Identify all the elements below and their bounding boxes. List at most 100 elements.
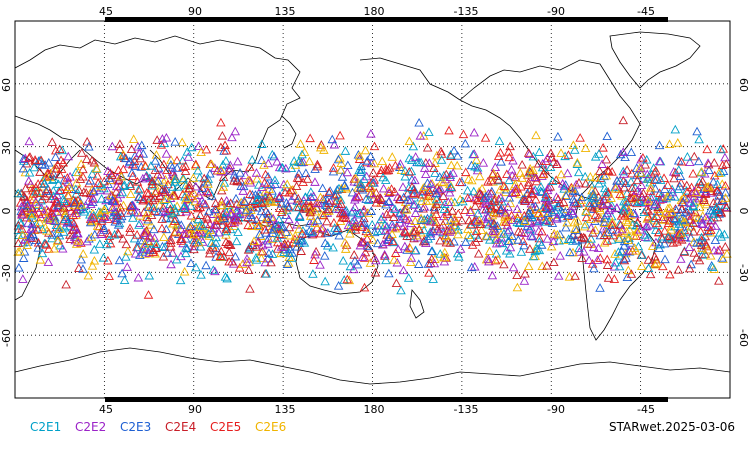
observation-triangle — [603, 189, 614, 198]
observation-triangle — [207, 227, 218, 237]
observation-triangle — [343, 220, 354, 230]
observation-triangle — [479, 214, 490, 223]
observation-triangle — [697, 250, 708, 259]
observation-triangle — [401, 205, 412, 214]
observation-triangle — [566, 206, 577, 216]
observation-triangle — [696, 167, 707, 176]
observation-triangle — [55, 224, 65, 233]
observation-triangle — [599, 237, 610, 247]
observation-triangle — [431, 199, 442, 209]
observation-triangle — [157, 134, 168, 143]
observation-triangle — [709, 157, 720, 167]
observation-triangle — [607, 225, 618, 234]
observation-triangle — [221, 207, 232, 217]
observation-triangle — [604, 166, 614, 175]
observation-triangle — [123, 246, 133, 256]
observation-triangle — [487, 210, 498, 220]
observation-triangle — [96, 229, 107, 238]
observation-triangle — [295, 235, 306, 245]
observation-triangle — [257, 182, 267, 191]
observation-triangle — [496, 202, 507, 211]
observation-triangle — [13, 220, 24, 230]
top-lon-label: 90 — [188, 5, 202, 18]
observation-triangle — [172, 182, 183, 191]
observation-triangle — [471, 217, 481, 227]
observation-triangle — [371, 255, 381, 265]
observation-triangle — [377, 156, 387, 166]
observation-triangle — [89, 210, 99, 220]
observation-triangle — [510, 179, 521, 189]
observation-triangle — [41, 172, 52, 181]
observation-triangle — [390, 248, 401, 257]
observation-triangle — [58, 181, 68, 191]
observation-triangle — [237, 259, 248, 268]
observation-triangle — [128, 134, 139, 143]
observation-triangle — [526, 222, 536, 232]
observation-triangle — [340, 244, 351, 253]
observation-triangle — [138, 195, 148, 205]
observation-triangle — [720, 187, 731, 197]
observation-triangle — [594, 166, 605, 175]
observation-triangle — [284, 214, 294, 224]
observation-triangle — [636, 168, 647, 178]
observation-triangle — [284, 187, 294, 197]
observation-triangle — [33, 237, 44, 247]
observation-triangle — [446, 215, 456, 224]
observation-triangle — [597, 159, 607, 168]
observation-triangle — [193, 165, 203, 175]
observation-triangle — [130, 161, 140, 170]
observation-triangle — [224, 239, 234, 249]
observation-triangle — [551, 192, 562, 201]
observation-triangle — [142, 208, 153, 217]
observation-triangle — [641, 198, 651, 207]
observation-triangle — [216, 196, 227, 206]
observation-triangle — [312, 159, 323, 169]
observation-triangle — [555, 251, 565, 260]
observation-triangle — [697, 245, 708, 255]
observation-triangle — [689, 186, 699, 196]
observation-triangle — [564, 272, 575, 281]
observation-triangle — [130, 151, 140, 160]
observation-triangle — [225, 204, 236, 213]
observation-triangle — [640, 232, 651, 241]
observation-triangle — [599, 171, 610, 181]
observation-triangle — [701, 212, 711, 222]
observation-triangle — [469, 261, 480, 271]
observation-triangle — [334, 230, 344, 240]
observation-triangle — [87, 169, 98, 178]
observation-triangle — [634, 196, 644, 206]
observation-triangle — [186, 210, 197, 220]
observation-triangle — [549, 257, 559, 267]
observation-triangle — [410, 199, 420, 209]
observation-triangle — [182, 147, 193, 156]
observation-triangle — [617, 190, 627, 200]
observation-triangle — [561, 191, 571, 200]
observation-triangle — [68, 225, 79, 234]
bottom-lon-label: 135 — [275, 403, 296, 416]
observation-triangle — [48, 191, 59, 200]
observation-triangle — [671, 214, 681, 223]
observation-triangle — [128, 201, 139, 210]
observation-triangle — [601, 170, 612, 180]
observation-triangle — [212, 219, 222, 229]
observation-triangle — [264, 248, 274, 258]
observation-triangle — [497, 238, 507, 248]
observation-triangle — [328, 163, 339, 172]
observation-triangle — [647, 241, 658, 250]
observation-triangle — [598, 142, 608, 152]
observation-triangle — [472, 162, 483, 172]
observation-triangle — [86, 212, 97, 222]
observation-triangle — [173, 229, 184, 239]
observation-triangle — [125, 223, 135, 233]
observation-triangle — [562, 168, 573, 178]
observation-triangle — [49, 243, 59, 253]
observation-triangle — [315, 142, 326, 152]
observation-triangle — [294, 168, 304, 178]
observation-triangle — [257, 246, 268, 256]
observation-triangle — [623, 265, 634, 275]
observation-triangle — [682, 187, 693, 197]
observation-triangle — [340, 237, 350, 247]
observation-triangle — [26, 230, 36, 240]
observation-triangle — [465, 192, 476, 202]
observation-triangle — [483, 204, 494, 214]
